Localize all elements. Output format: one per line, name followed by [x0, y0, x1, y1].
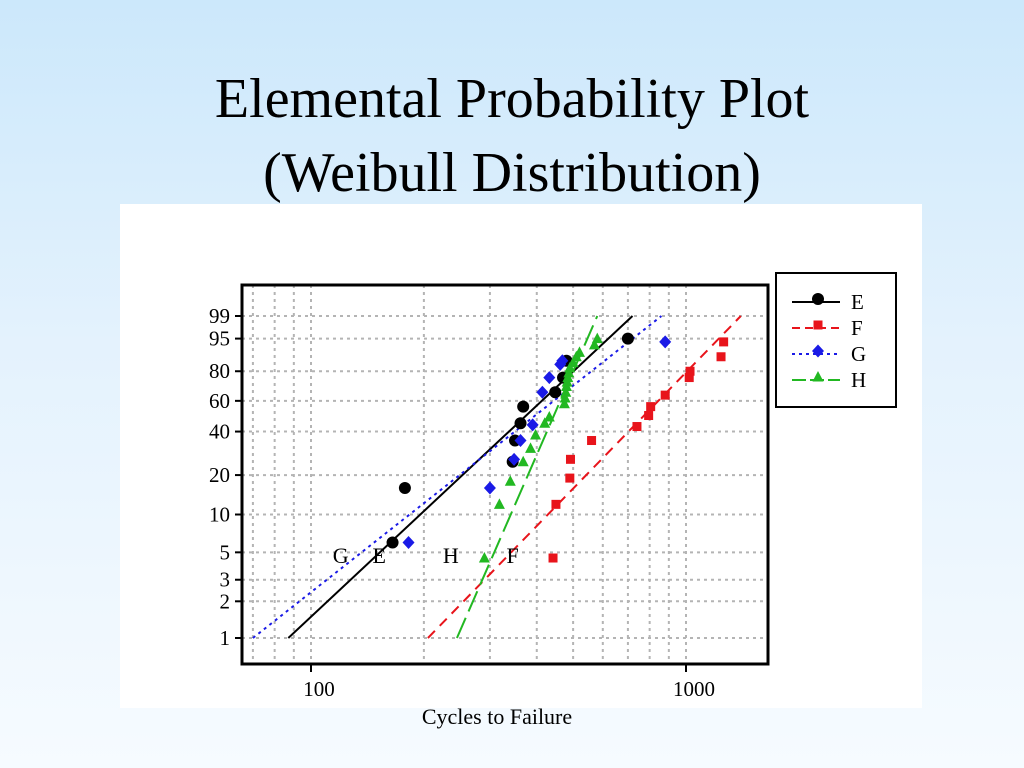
fit-line-E: [287, 315, 634, 639]
point-E: [514, 417, 527, 430]
point-H: [517, 455, 529, 467]
y-tick-label: 99: [209, 304, 230, 328]
point-G: [508, 452, 521, 466]
point-G: [543, 371, 556, 385]
fit-line-H: [456, 315, 599, 639]
point-F: [632, 422, 642, 432]
point-H: [504, 475, 516, 486]
point-H: [493, 498, 505, 509]
point-F: [716, 352, 726, 362]
legend-label-F: F: [851, 316, 863, 340]
y-tick-label: 1: [220, 626, 231, 650]
point-F: [660, 390, 670, 400]
x-tick-label: 1000: [673, 677, 715, 701]
curve-label-F: F: [507, 543, 519, 568]
fit-line-F: [427, 315, 742, 639]
y-tick-label: 80: [209, 359, 230, 383]
point-H: [525, 442, 537, 453]
point-E: [549, 386, 562, 399]
point-H: [564, 361, 576, 373]
point-E: [398, 482, 411, 495]
point-F: [685, 366, 695, 376]
data-points: [386, 332, 729, 563]
curve-label-E: E: [372, 543, 385, 568]
point-E: [517, 400, 530, 413]
legend-label-E: E: [851, 290, 864, 314]
legend-marker-E: [812, 293, 824, 305]
fit-lines: [252, 315, 742, 639]
point-F: [646, 402, 656, 412]
y-tick-label: 40: [209, 420, 230, 444]
y-tick-label: 95: [209, 327, 230, 351]
point-H: [574, 346, 586, 357]
legend-marker-G: [812, 344, 824, 358]
legend-box: [775, 272, 897, 408]
point-H: [543, 411, 555, 422]
title-line-2: (Weibull Distribution): [263, 142, 761, 204]
y-tick-label: 5: [220, 540, 231, 564]
point-H: [559, 391, 571, 403]
point-G: [536, 385, 549, 399]
legend-label-G: G: [851, 342, 866, 366]
curve-label-G: G: [333, 543, 349, 568]
point-G: [556, 354, 569, 368]
point-H: [560, 386, 572, 397]
point-H: [530, 429, 542, 440]
point-H: [567, 356, 579, 368]
y-tick-label: 20: [209, 463, 230, 487]
y-tick-label: 10: [209, 503, 230, 527]
x-tick-label: 100: [303, 677, 335, 701]
point-H: [588, 338, 600, 350]
fit-line-G: [252, 315, 663, 639]
point-F: [719, 337, 729, 347]
point-G: [402, 535, 415, 549]
legend-marker-F: [813, 320, 823, 330]
point-H: [558, 397, 570, 409]
point-G: [659, 335, 672, 349]
point-G: [483, 481, 496, 495]
point-G: [526, 418, 539, 432]
point-F: [644, 411, 654, 421]
legend-marker-H: [812, 371, 824, 382]
point-E: [386, 536, 399, 549]
point-H: [478, 552, 490, 563]
x-axis-label: Cycles to Failure: [422, 704, 572, 729]
point-H: [591, 332, 603, 344]
point-F: [684, 373, 694, 383]
point-F: [587, 436, 597, 446]
point-H: [539, 417, 551, 428]
point-F: [565, 473, 575, 483]
point-E: [621, 332, 634, 345]
point-G: [514, 434, 527, 448]
curve-label-H: H: [443, 543, 459, 568]
slide-title: Elemental Probability Plot (Weibull Dist…: [0, 62, 1024, 210]
y-tick-label: 3: [220, 568, 231, 592]
point-F: [551, 499, 561, 509]
y-tick-label: 60: [209, 389, 230, 413]
y-tick-label: 2: [220, 589, 231, 613]
title-line-1: Elemental Probability Plot: [214, 68, 810, 130]
legend-label-H: H: [851, 368, 866, 392]
point-F: [548, 553, 558, 563]
point-F: [565, 454, 575, 464]
